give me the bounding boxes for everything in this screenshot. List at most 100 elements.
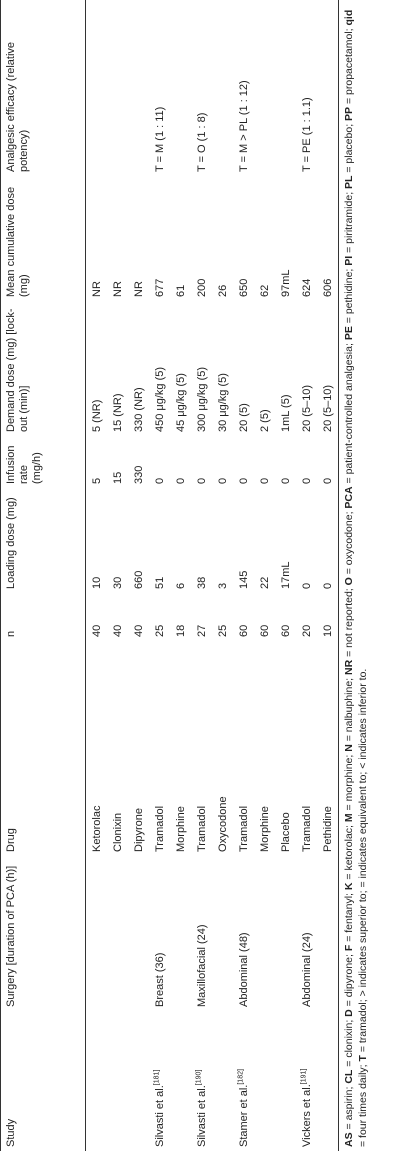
table: Study Surgery [duration of PCA (h)] Drug n L… (0, 0, 339, 1151)
cell: 17mL (279, 561, 292, 589)
abbreviation-term: N (343, 744, 355, 752)
cell: Pethidine (317, 641, 339, 856)
study-name: Silvasti et al. (153, 1085, 166, 1147)
cell: 450 μg/kg (5) (153, 366, 166, 432)
cell: Tramadol (195, 805, 208, 852)
cell: 97mL (279, 269, 292, 297)
abbreviation-term: M (343, 813, 355, 823)
study-cell: Silvasti et al.[190] (191, 1011, 212, 1151)
abbreviation-definition: = aspirin; (343, 1086, 355, 1130)
cell: 30 μg/kg (5) (216, 373, 229, 432)
abbreviation-definition: = pethidine; (343, 268, 355, 324)
reference: [182] (236, 1069, 244, 1085)
cell: 40 (132, 624, 145, 637)
empty-cell (128, 1011, 149, 1151)
column-header: Study (0, 1011, 86, 1151)
table-row: Vickers et al.[191] Abdominal (24) Tramado… (296, 0, 317, 1151)
column-header: n (0, 593, 86, 641)
empty-cell (170, 1011, 191, 1151)
table-row: Morphine 18 6 0 45 μg/kg (5) 61 (170, 0, 191, 1151)
cell: 40 (111, 624, 124, 637)
cell: 15 (NR) (111, 393, 124, 432)
reference: [181] (152, 1069, 160, 1086)
abbreviation-term: AS (343, 1132, 355, 1147)
abbreviation-term: K (343, 882, 355, 891)
symbol-definition: > indicates superior to; (357, 890, 369, 997)
cell: 0 (153, 477, 166, 484)
cell: Abdominal (48) (237, 932, 250, 1007)
empty-cell (317, 1011, 339, 1151)
cell: 26 (216, 284, 229, 297)
abbreviation-definition: = four times daily; (357, 1064, 369, 1147)
abbreviation-definition: = propacetamol; (343, 28, 355, 105)
cell: 45 μg/kg (5) (174, 373, 187, 432)
abbreviation-term: F (343, 944, 355, 952)
abbreviation-term: qid (343, 9, 355, 26)
cell: 20 (5–10) (300, 384, 313, 432)
study-name: Stamer et al. (237, 1084, 250, 1147)
header-row: Study Surgery [duration of PCA (h)] Drug n L… (0, 0, 86, 1151)
empty-cell (170, 856, 191, 1011)
cell: Oxycodone (216, 796, 229, 852)
cell: T = PE (1 : 1.1) (300, 97, 313, 172)
cell: Dipyrone (132, 807, 145, 852)
cell: 60 (237, 624, 250, 637)
cell: 2 (5) (258, 409, 271, 432)
cell: 10 (90, 576, 103, 589)
empty-cell (254, 1011, 275, 1151)
cell: 60 (258, 624, 271, 637)
cell: 330 (132, 465, 145, 484)
study-cell: Silvasti et al.[181] (149, 1011, 170, 1151)
empty-cell (128, 856, 149, 1011)
cell: NR (90, 281, 103, 297)
cell: 0 (317, 436, 339, 488)
cell: 145 (237, 570, 250, 589)
abbreviation-term: PE (343, 326, 355, 341)
cell: Ketorolac (90, 805, 103, 852)
cell: 51 (153, 576, 166, 589)
empty-cell (86, 1011, 108, 1151)
abbreviation-term: PI (343, 255, 355, 266)
empty-cell (128, 0, 149, 176)
table-row: Stamer et al.[182] Abdominal (48) Tramadol… (233, 0, 254, 1151)
table-row: Clonixin 40 30 15 15 (NR) NR (107, 0, 128, 1151)
table-row: Oxycodone 25 3 0 30 μg/kg (5) 26 (212, 0, 233, 1151)
column-header: Loading dose (mg) (0, 488, 86, 593)
cell: Placebo (279, 812, 292, 852)
study-cell: Vickers et al.[191] (296, 1011, 317, 1151)
abbreviation-definition: = clonixin; (343, 1019, 355, 1067)
abbreviation-definition: = placebo; (343, 123, 355, 173)
cell: 0 (279, 477, 292, 484)
cell: 0 (300, 582, 313, 589)
cell: 0 (195, 477, 208, 484)
abbreviation-term: PCA (343, 486, 355, 509)
cell: 660 (132, 570, 145, 589)
empty-cell (86, 0, 108, 176)
cell: 15 (111, 471, 124, 484)
empty-cell (212, 856, 233, 1011)
cell: 60 (279, 624, 292, 637)
table-row: Pethidine 10 0 0 20 (5–10) 606 (317, 0, 339, 1151)
symbol-definition: < indicates inferior to. (357, 668, 369, 769)
cell: 0 (317, 488, 339, 593)
cell: Tramadol (237, 805, 250, 852)
abbreviation-term: O (343, 577, 355, 586)
cell: 0 (237, 477, 250, 484)
cell: 20 (5–10) (317, 301, 339, 436)
empty-cell (254, 856, 275, 1011)
cell: 606 (317, 176, 339, 301)
empty-cell (275, 0, 296, 176)
abbreviation-definition: = piritramide; (343, 191, 355, 253)
cell: 677 (153, 278, 166, 297)
cell: 22 (258, 576, 271, 589)
cell: Morphine (258, 806, 271, 852)
empty-cell (317, 856, 339, 1011)
cell: Maxillofacial (24) (195, 924, 208, 1007)
cell: 0 (216, 477, 229, 484)
abbreviation-term: PL (343, 175, 355, 189)
table-body: Ketorolac 40 10 5 5 (NR) NR Clonixin 40 30 15 15 (… (86, 0, 339, 1151)
abbreviation-term: D (343, 1009, 355, 1017)
abbreviation-term: NR (343, 659, 355, 675)
